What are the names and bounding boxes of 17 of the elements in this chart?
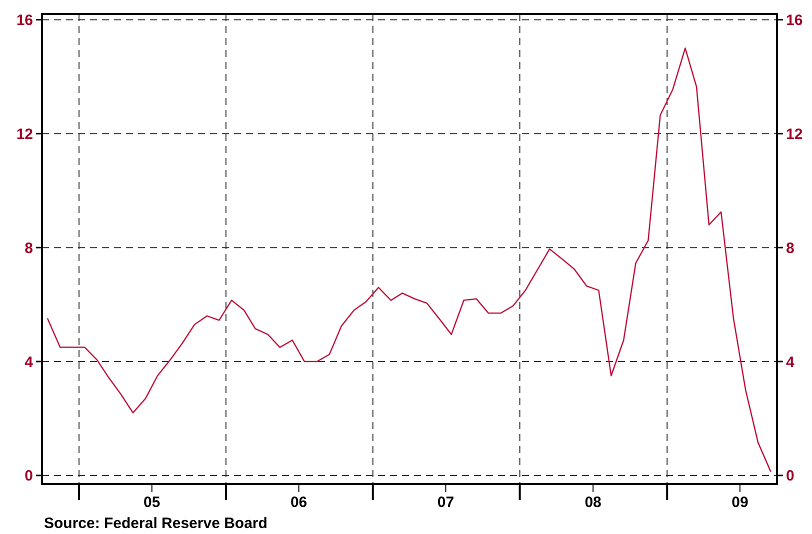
y-tick-label: 8: [24, 240, 33, 257]
y2-tick-label: 16: [786, 12, 803, 29]
y-tick-label: 0: [24, 468, 33, 485]
x-tick-label: 06: [290, 494, 308, 511]
x-tick-label: 07: [437, 494, 454, 511]
y2-tick-label: 12: [786, 126, 803, 143]
y2-tick-label: 0: [786, 468, 794, 485]
x-tick-label: 05: [144, 494, 160, 511]
y2-tick-label: 8: [786, 240, 794, 257]
y-tick-label: 16: [16, 12, 33, 29]
x-tick-label: 09: [732, 494, 748, 511]
y-tick-label: 4: [24, 354, 34, 371]
y2-tick-label: 4: [786, 354, 795, 371]
y-tick-label: 12: [16, 126, 33, 143]
x-tick-label: 08: [584, 494, 602, 511]
line-series: [46, 48, 772, 472]
source-note: Source: Federal Reserve Board: [44, 515, 268, 532]
